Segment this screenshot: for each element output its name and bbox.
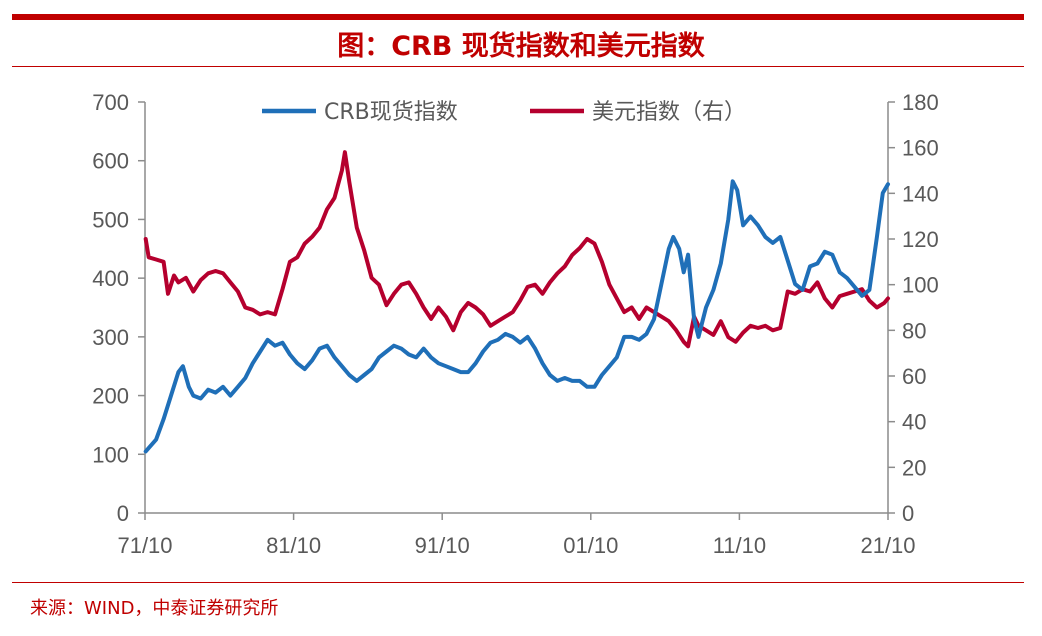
legend-item-crb-label: CRB现货指数 [324,100,458,125]
usd-series-line [143,150,890,349]
y-left-tick-label: 700 [92,90,129,115]
crb-series-line [143,179,890,454]
x-tick-label: 21/10 [860,533,915,558]
y-left-tick-label: 0 [117,501,129,526]
y-right-tick-label: 100 [902,273,939,298]
y-right-tick-label: 120 [902,227,939,252]
legend-item-usd-label: 美元指数（右） [592,100,746,125]
y-left-tick-label: 400 [92,266,129,291]
x-tick-label: 91/10 [415,533,470,558]
y-left-tick-label: 600 [92,149,129,174]
y-right-tick-label: 80 [902,318,926,343]
title-divider [12,66,1024,67]
x-tick-label: 01/10 [563,533,618,558]
legend: CRB现货指数 美元指数（右） [262,100,746,125]
y-left-tick-label: 200 [92,384,129,409]
y-right-tick-label: 20 [902,455,926,480]
y-right-tick-label: 0 [902,501,914,526]
footer-divider [12,582,1024,583]
y-right-tick-label: 40 [902,410,926,435]
y-left-tick-label: 500 [92,207,129,232]
series-layer [143,150,890,454]
y-left-tick-label: 300 [92,325,129,350]
x-tick-label: 81/10 [266,533,321,558]
y-right-tick-label: 180 [902,90,939,115]
top-accent-bar [12,14,1024,20]
x-tick-label: 11/10 [713,533,766,558]
chart-canvas: 0 100 200 300 400 500 600 700 0 20 40 60 80 100 120 140… [92,90,938,558]
chart-title: 图：CRB 现货指数和美元指数 [337,31,705,62]
y-left-tick-label: 100 [92,442,129,467]
x-tick-label: 71/10 [117,533,172,558]
y-right-tick-label: 60 [902,364,926,389]
y-right-tick-label: 160 [902,136,939,161]
source-note: 来源：WIND，中泰证券研究所 [30,598,279,619]
axes-group: 0 100 200 300 400 500 600 700 0 20 40 60 80 100 120 140… [92,90,938,558]
y-right-tick-label: 140 [902,181,939,206]
